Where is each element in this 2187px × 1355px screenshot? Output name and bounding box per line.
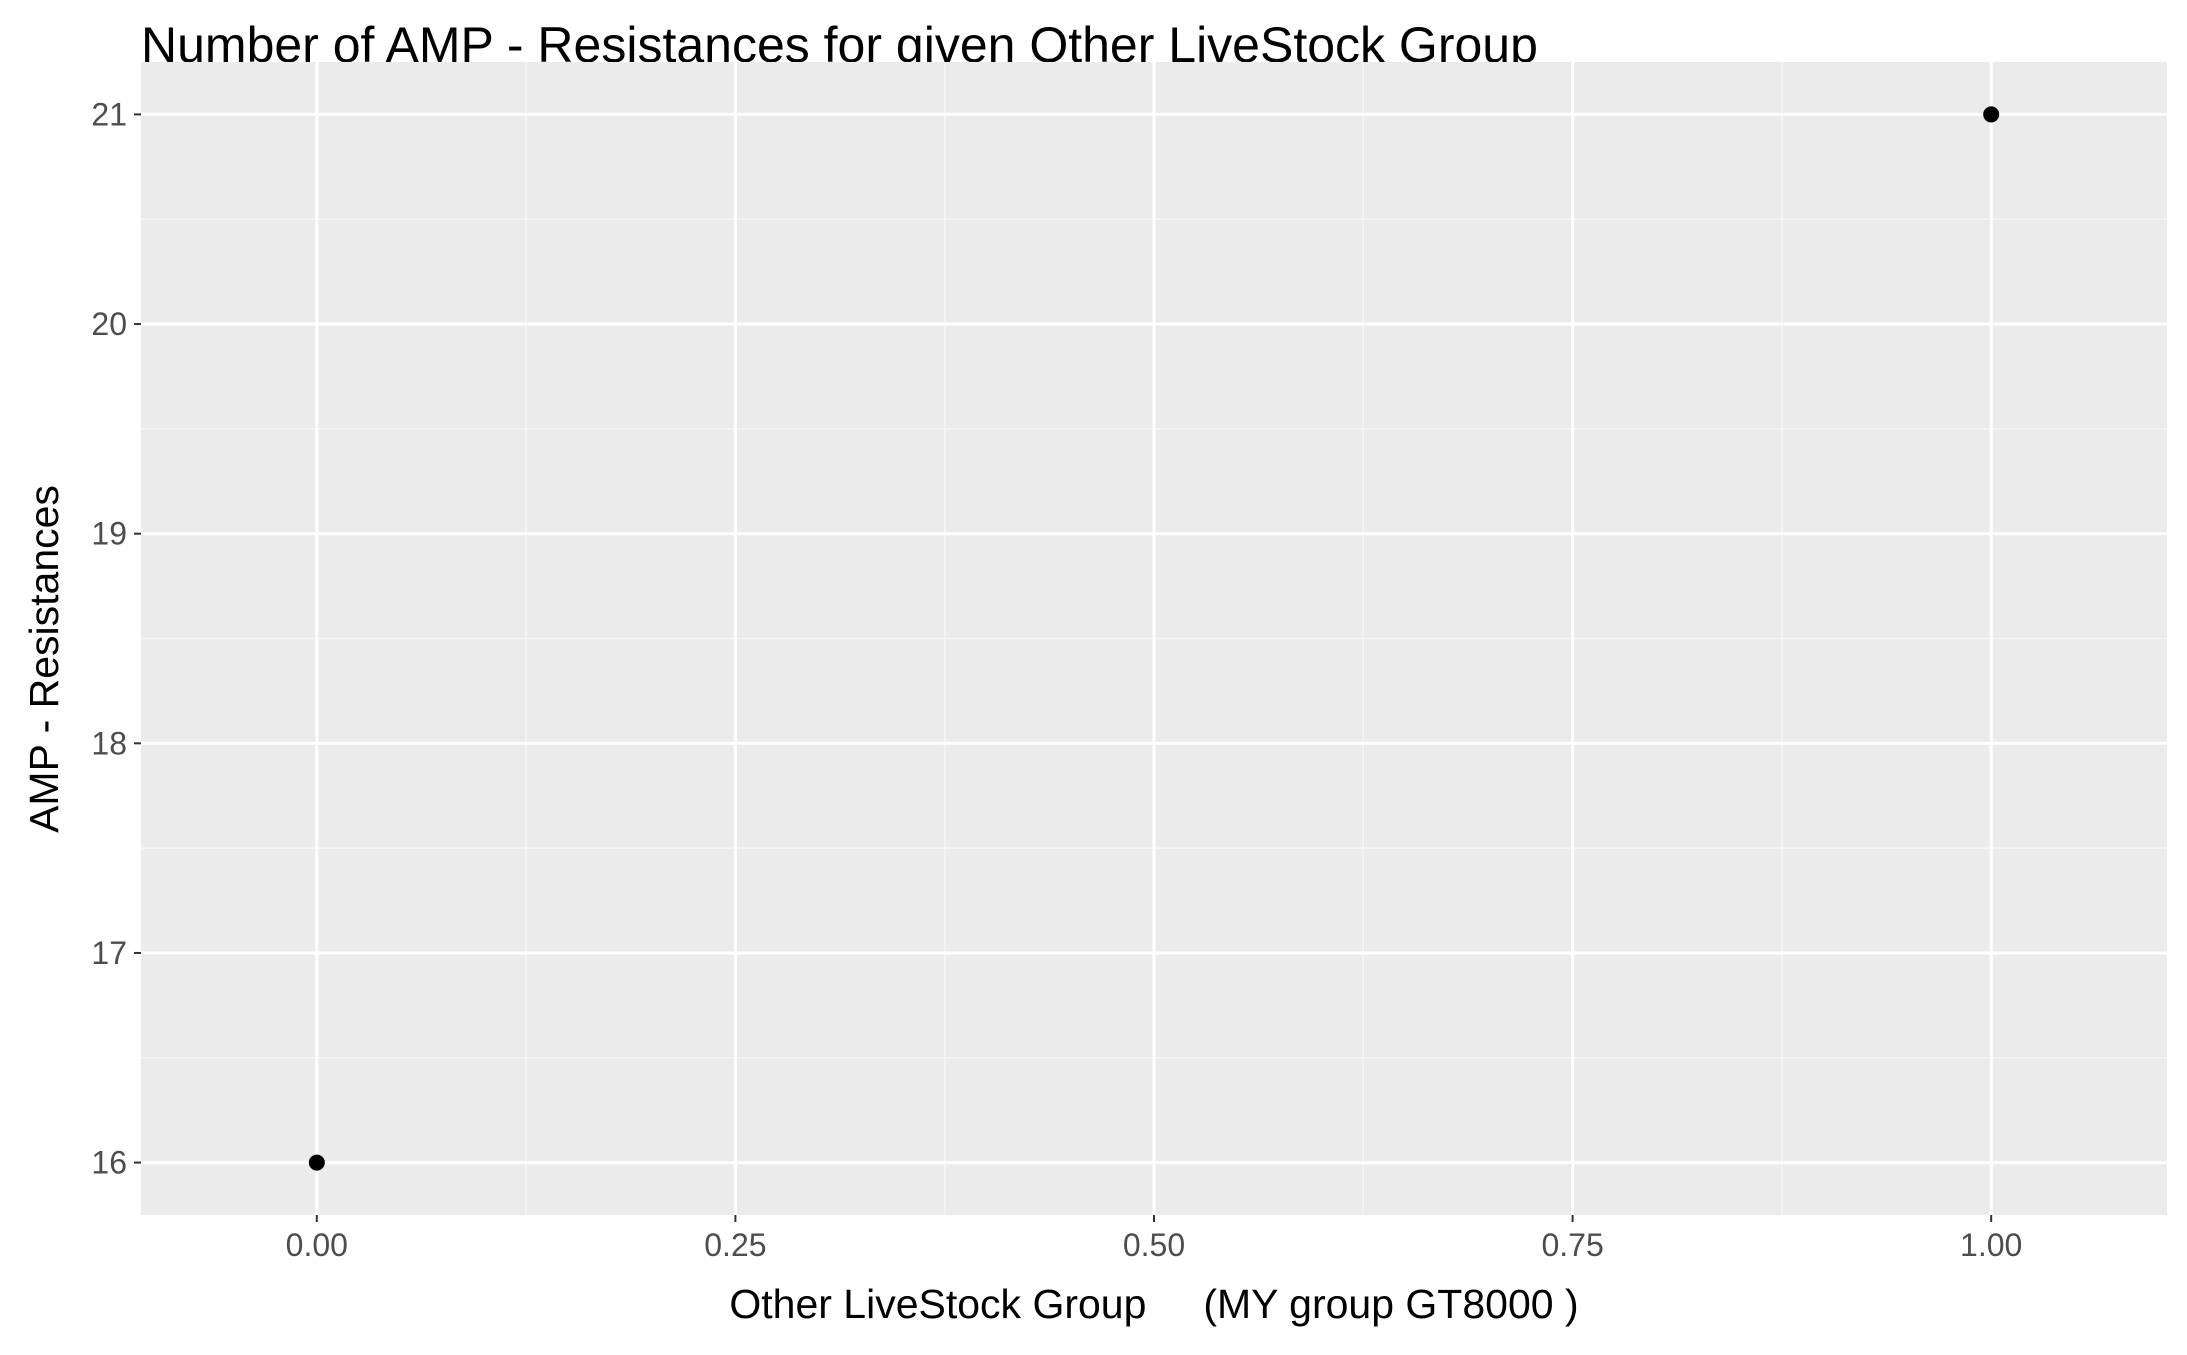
y-tick-label: 18 [91, 725, 127, 761]
x-axis: 0.00 0.25 0.50 0.75 1.00 [286, 1215, 2022, 1263]
y-axis-title: AMP - Resistances [21, 485, 67, 833]
data-points [308, 106, 2000, 1171]
x-tick-label: 0.75 [1541, 1227, 1603, 1263]
x-tick-label: 1.00 [1960, 1227, 2022, 1263]
x-tick-label: 0.25 [704, 1227, 766, 1263]
y-axis: 16 17 18 19 20 21 [91, 96, 141, 1181]
x-axis-title: Other LiveStock Group (MY group GT8000 ) [729, 1281, 1578, 1327]
major-grid [141, 62, 2167, 1215]
x-tick-label: 0.00 [286, 1227, 348, 1263]
x-tick-label: 0.50 [1123, 1227, 1185, 1263]
data-point [1983, 106, 2000, 123]
data-point [308, 1154, 325, 1171]
y-tick-label: 19 [91, 516, 127, 552]
y-tick-label: 20 [91, 306, 127, 342]
y-tick-label: 17 [91, 935, 127, 971]
y-tick-label: 21 [91, 96, 127, 132]
y-tick-label: 16 [91, 1145, 127, 1181]
